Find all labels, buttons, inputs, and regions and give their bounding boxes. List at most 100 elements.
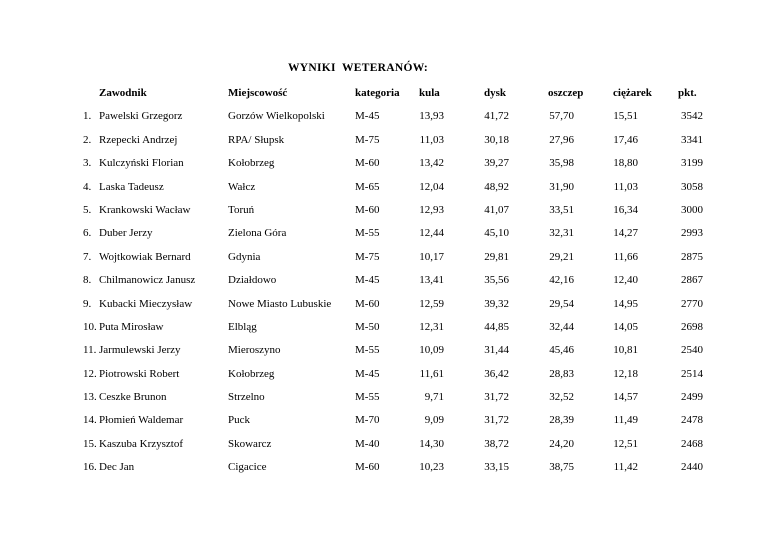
row-number: 11. [83, 344, 97, 357]
competitor-name: Płomień Waldemar [99, 414, 184, 427]
javelin-result: 33,51 [549, 203, 574, 216]
weight-throw-result: 11,42 [613, 461, 638, 474]
page-title: WYNIKI WETERANÓW: [288, 62, 429, 74]
town: Nowe Miasto Lubuskie [228, 297, 332, 310]
javelin-result: 28,39 [549, 414, 574, 427]
results-table: Zawodnik Miejscowość kategoria kula dysk… [83, 82, 703, 480]
col-header-miejscowosc: Miejscowość [228, 87, 288, 99]
category: M-75 [355, 133, 380, 146]
points: 3000 [681, 203, 703, 216]
shot-put-result: 13,93 [419, 110, 444, 123]
category: M-45 [355, 274, 380, 287]
points: 2770 [681, 297, 703, 310]
table-row: 6. Duber Jerzy Zielona Góra M-55 12,44 4… [83, 222, 703, 245]
javelin-result: 28,83 [549, 367, 574, 380]
competitor-name: Puta Mirosław [99, 320, 164, 333]
row-number: 13. [83, 391, 97, 404]
table-row: 10. Puta Mirosław Elbląg M-50 12,31 44,8… [83, 316, 703, 339]
weight-throw-result: 14,95 [613, 297, 638, 310]
points: 2499 [681, 391, 703, 404]
discus-result: 31,72 [484, 391, 509, 404]
javelin-result: 32,31 [549, 227, 574, 240]
category: M-60 [355, 203, 380, 216]
category: M-55 [355, 227, 380, 240]
town: Elbląg [228, 320, 257, 333]
javelin-result: 31,90 [549, 180, 574, 193]
weight-throw-result: 11,49 [613, 414, 638, 427]
town: RPA/ Słupsk [228, 133, 285, 146]
points: 2698 [681, 320, 703, 333]
competitor-name: Dec Jan [99, 461, 135, 474]
discus-result: 45,10 [484, 227, 509, 240]
row-number: 3. [83, 157, 92, 170]
row-number: 14. [83, 414, 97, 427]
shot-put-result: 12,93 [419, 203, 444, 216]
shot-put-result: 11,61 [419, 367, 444, 380]
points: 2440 [681, 461, 703, 474]
discus-result: 44,85 [484, 320, 509, 333]
weight-throw-result: 16,34 [613, 203, 638, 216]
javelin-result: 29,54 [549, 297, 574, 310]
town: Gdynia [228, 250, 261, 263]
weight-throw-result: 15,51 [613, 110, 638, 123]
table-row: 13. Ceszke Brunon Strzelno M-55 9,71 31,… [83, 386, 703, 409]
col-header-dysk: dysk [484, 87, 507, 99]
town: Kołobrzeg [228, 157, 275, 170]
row-number: 8. [83, 274, 92, 287]
town: Skowarcz [228, 437, 272, 450]
discus-result: 41,72 [484, 110, 509, 123]
table-row: 14. Płomień Waldemar Puck M-70 9,09 31,7… [83, 409, 703, 432]
row-number: 2. [83, 133, 92, 146]
col-header-kula: kula [419, 87, 440, 99]
javelin-result: 27,96 [549, 133, 574, 146]
table-row: 3. Kulczyński Florian Kołobrzeg M-60 13,… [83, 152, 703, 175]
competitor-name: Kaszuba Krzysztof [99, 437, 183, 450]
category: M-50 [355, 320, 380, 333]
competitor-name: Kubacki Mieczysław [99, 297, 193, 310]
category: M-60 [355, 297, 380, 310]
weight-throw-result: 10,81 [613, 344, 638, 357]
town: Cigacice [228, 461, 267, 474]
competitor-name: Ceszke Brunon [99, 391, 167, 404]
discus-result: 31,72 [484, 414, 509, 427]
row-number: 1. [83, 110, 92, 123]
table-row: 2. Rzepecki Andrzej RPA/ Słupsk M-75 11,… [83, 129, 703, 152]
town: Wałcz [228, 180, 256, 193]
javelin-result: 29,21 [549, 250, 574, 263]
shot-put-result: 14,30 [419, 437, 444, 450]
javelin-result: 32,52 [549, 391, 574, 404]
col-header-ciezarek: ciężarek [613, 87, 652, 99]
table-row: 8. Chilmanowicz Janusz Działdowo M-45 13… [83, 269, 703, 292]
javelin-result: 57,70 [549, 110, 574, 123]
javelin-result: 24,20 [549, 437, 574, 450]
table-row: 12. Piotrowski Robert Kołobrzeg M-45 11,… [83, 363, 703, 386]
javelin-result: 38,75 [549, 461, 574, 474]
row-number: 16. [83, 461, 97, 474]
discus-result: 39,32 [484, 297, 509, 310]
row-number: 6. [83, 227, 92, 240]
results-body: 1. Pawelski Grzegorz Gorzów Wielkopolski… [83, 105, 703, 479]
category: M-55 [355, 391, 380, 404]
town: Toruń [228, 203, 255, 216]
points: 2875 [681, 250, 703, 263]
weight-throw-result: 12,51 [613, 437, 638, 450]
discus-result: 39,27 [484, 157, 509, 170]
row-number: 4. [83, 180, 92, 193]
discus-result: 48,92 [484, 180, 509, 193]
weight-throw-result: 12,18 [613, 367, 638, 380]
points: 3199 [681, 157, 703, 170]
competitor-name: Chilmanowicz Janusz [99, 274, 196, 287]
javelin-result: 42,16 [549, 274, 574, 287]
competitor-name: Rzepecki Andrzej [99, 133, 178, 146]
category: M-60 [355, 157, 380, 170]
row-number: 12. [83, 367, 97, 380]
town: Puck [228, 414, 250, 427]
discus-result: 38,72 [484, 437, 509, 450]
discus-result: 31,44 [484, 344, 509, 357]
shot-put-result: 11,03 [419, 133, 444, 146]
points: 2540 [681, 344, 703, 357]
points: 2468 [681, 437, 703, 450]
shot-put-result: 10,09 [419, 344, 444, 357]
category: M-45 [355, 367, 380, 380]
points: 3058 [681, 180, 703, 193]
